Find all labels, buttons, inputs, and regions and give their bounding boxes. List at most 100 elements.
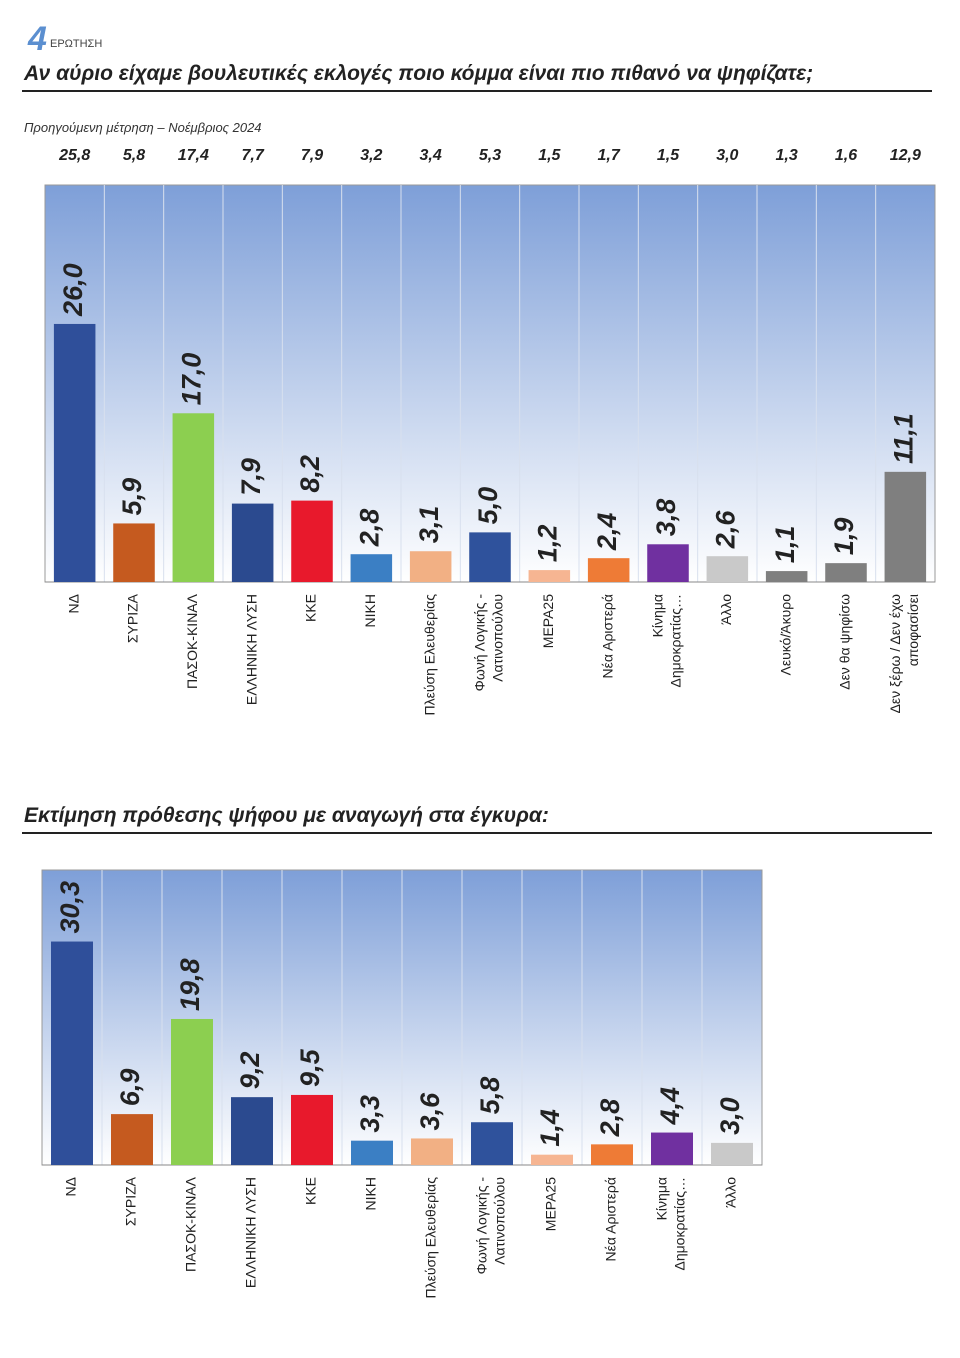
bar xyxy=(411,1138,453,1165)
previous-value: 1,3 xyxy=(776,147,798,164)
bar xyxy=(591,1144,633,1165)
value-label: 1,2 xyxy=(532,525,562,563)
x-tick-label: ΚΚΕ xyxy=(303,1177,319,1205)
bar xyxy=(469,532,511,582)
x-tick-label: Κίνημα xyxy=(650,594,666,637)
bar xyxy=(171,1018,213,1165)
value-label: 3,0 xyxy=(715,1097,745,1135)
x-tick-label: ΝΔ xyxy=(63,1177,79,1196)
x-tick-label: Δεν ξέρω / Δεν έχω xyxy=(887,594,903,713)
bar xyxy=(409,551,452,582)
previous-value: 7,9 xyxy=(301,147,323,164)
x-tick-label: ΠΑΣΟΚ-ΚΙΝΑΛ xyxy=(183,1176,199,1272)
x-tick-label: Άλλο xyxy=(718,594,734,625)
previous-value: 1,7 xyxy=(598,147,621,164)
bar xyxy=(651,1132,693,1165)
bar xyxy=(711,1142,753,1165)
x-tick-label: Άλλο xyxy=(723,1177,739,1208)
value-label: 9,2 xyxy=(235,1052,265,1090)
value-label: 3,3 xyxy=(355,1095,385,1133)
x-tick-label: Δημοκρατίας… xyxy=(672,1177,688,1271)
bar xyxy=(647,544,689,582)
x-tick-label: ΜΕΡΑ25 xyxy=(540,594,556,648)
bar xyxy=(587,558,630,582)
x-tick-label: ΚΚΕ xyxy=(303,594,319,622)
previous-value: 3,2 xyxy=(360,147,382,164)
bar xyxy=(172,413,215,582)
previous-value: 25,8 xyxy=(58,147,90,164)
value-label: 17,0 xyxy=(176,353,206,406)
x-tick-label: Λατινοπούλου xyxy=(490,594,506,682)
question-number: 4 xyxy=(27,20,47,58)
previous-value: 12,9 xyxy=(890,147,921,164)
bar xyxy=(51,941,93,1165)
chart-title: Αν αύριο είχαμε βουλευτικές εκλογές ποιο… xyxy=(23,62,813,85)
value-label: 1,1 xyxy=(770,526,800,564)
previous-value: 5,8 xyxy=(123,147,145,164)
bar xyxy=(884,471,927,582)
value-label: 3,6 xyxy=(415,1092,445,1131)
previous-value: 7,7 xyxy=(242,147,265,164)
value-label: 9,5 xyxy=(295,1048,325,1087)
x-tick-label: Δημοκρατίας… xyxy=(668,594,684,688)
bar xyxy=(528,570,571,582)
x-tick-label: ΣΥΡΙΖΑ xyxy=(123,1176,139,1226)
previous-value: 3,0 xyxy=(716,147,738,164)
x-tick-label: ΕΛΛΗΝΙΚΗ ΛΥΣΗ xyxy=(243,594,259,705)
x-tick-label: ΝΙΚΗ xyxy=(363,1177,379,1210)
bar xyxy=(231,503,274,582)
bar xyxy=(471,1122,513,1165)
previous-value: 1,5 xyxy=(538,147,561,164)
value-label: 2,8 xyxy=(595,1099,625,1138)
previous-label: Προηγούμενη μέτρηση – Νοέμβριος 2024 xyxy=(24,120,262,135)
value-label: 2,6 xyxy=(710,510,740,550)
value-label: 19,8 xyxy=(175,958,205,1011)
value-label: 3,1 xyxy=(414,506,444,544)
x-tick-label: Φωνή Λογικής - xyxy=(472,594,488,692)
bar xyxy=(53,323,96,582)
x-tick-label: ΝΔ xyxy=(65,594,81,613)
value-label: 26,0 xyxy=(58,263,88,317)
value-label: 2,4 xyxy=(592,513,622,552)
x-tick-label: ΜΕΡΑ25 xyxy=(543,1177,559,1231)
bar xyxy=(825,563,867,582)
bar xyxy=(291,500,333,582)
x-tick-label: ΣΥΡΙΖΑ xyxy=(125,593,141,643)
x-tick-label: Λατινοπούλου xyxy=(492,1177,508,1265)
value-label: 5,0 xyxy=(473,487,503,525)
plot-area xyxy=(44,184,936,583)
value-label: 7,9 xyxy=(236,458,266,496)
value-label: 1,9 xyxy=(829,518,859,556)
previous-value: 5,3 xyxy=(479,147,501,164)
chart-title: Εκτίμηση πρόθεσης ψήφου με αναγωγή στα έ… xyxy=(24,804,549,827)
value-label: 11,1 xyxy=(888,413,918,464)
x-tick-label: Λευκό/Άκυρο xyxy=(777,594,793,676)
bar xyxy=(531,1154,573,1165)
value-label: 6,9 xyxy=(115,1069,145,1107)
x-tick-label: Πλεύση Ελευθερίας xyxy=(423,1177,439,1299)
x-tick-label: Πλεύση Ελευθερίας xyxy=(421,594,437,716)
value-label: 30,3 xyxy=(55,881,85,934)
value-label: 8,2 xyxy=(295,455,325,493)
previous-value: 1,6 xyxy=(835,147,857,164)
bar xyxy=(350,554,393,582)
x-tick-label: αποφασίσει xyxy=(905,594,921,666)
value-label: 1,4 xyxy=(535,1109,565,1147)
value-label: 5,9 xyxy=(117,478,147,516)
x-tick-label: ΕΛΛΗΝΙΚΗ ΛΥΣΗ xyxy=(243,1177,259,1288)
question-label: ΕΡΩΤΗΣΗ xyxy=(50,38,102,50)
bar xyxy=(111,1114,153,1165)
x-tick-label: Νέα Αριστερά xyxy=(599,594,615,678)
x-tick-label: ΠΑΣΟΚ-ΚΙΝΑΛ xyxy=(184,593,200,689)
previous-value: 3,4 xyxy=(420,147,442,164)
bar xyxy=(765,571,808,582)
bar xyxy=(231,1097,273,1165)
x-tick-label: ΝΙΚΗ xyxy=(362,594,378,627)
x-tick-label: Δεν θα ψηφίσω xyxy=(837,594,853,690)
bar xyxy=(706,556,749,582)
bar xyxy=(291,1094,333,1165)
bar xyxy=(113,523,155,582)
bar xyxy=(351,1140,393,1165)
x-tick-label: Φωνή Λογικής - xyxy=(474,1177,490,1275)
